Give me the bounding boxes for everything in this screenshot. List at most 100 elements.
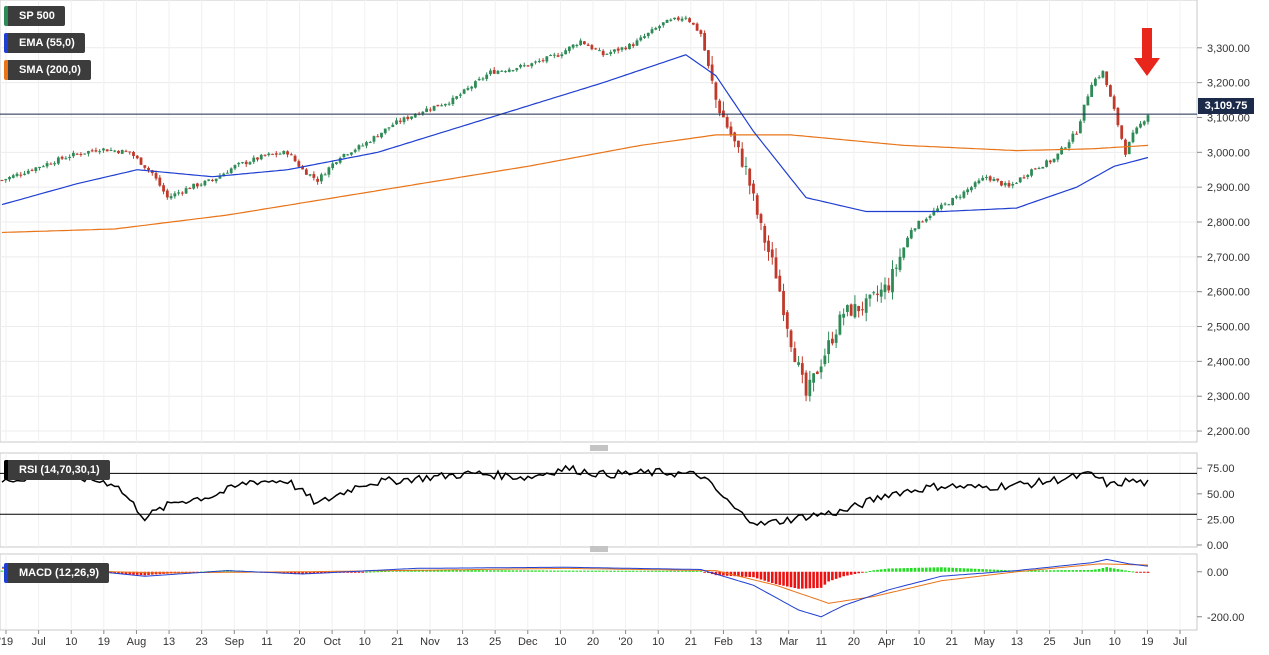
candle-body bbox=[936, 208, 939, 212]
macd-histogram-bar bbox=[804, 571, 808, 589]
macd-histogram-bar bbox=[801, 571, 804, 589]
macd-histogram-bar bbox=[624, 570, 628, 572]
y-tick-label: 2,700.00 bbox=[1207, 252, 1250, 264]
candle-body bbox=[271, 153, 274, 155]
macd-histogram-bar bbox=[928, 567, 932, 572]
macd-panel[interactable] bbox=[0, 553, 1198, 631]
panel-resize-handle-icon[interactable] bbox=[590, 546, 608, 552]
candle-body bbox=[331, 163, 335, 169]
macd-histogram-bar bbox=[677, 570, 680, 572]
legend-rsi[interactable]: RSI (14,70,30,1) bbox=[4, 460, 110, 480]
candle-body bbox=[368, 142, 372, 144]
macd-histogram-bar bbox=[353, 571, 357, 573]
macd-histogram-bar bbox=[1000, 569, 1003, 572]
candle-body bbox=[876, 293, 879, 295]
candle-body bbox=[598, 50, 601, 52]
macd-histogram-bar bbox=[744, 571, 748, 577]
candle-body bbox=[297, 161, 301, 167]
candle-body bbox=[1078, 121, 1082, 134]
candle-body bbox=[985, 176, 988, 178]
candle-body bbox=[725, 117, 729, 128]
legend-sp500[interactable]: SP 500 bbox=[4, 6, 65, 26]
candle-body bbox=[767, 240, 770, 252]
candle-body bbox=[962, 191, 966, 198]
macd-histogram-bar bbox=[556, 570, 560, 572]
candle-body bbox=[827, 340, 831, 355]
x-tick-label: 13 bbox=[456, 636, 468, 648]
candle-body bbox=[631, 44, 635, 47]
macd-histogram-bar bbox=[898, 568, 902, 572]
candle-body bbox=[459, 94, 462, 96]
candle-body bbox=[857, 305, 861, 312]
macd-histogram-bar bbox=[613, 570, 616, 572]
macd-histogram-bar bbox=[444, 569, 447, 572]
candle-body bbox=[883, 284, 887, 293]
candle-body bbox=[966, 189, 970, 193]
macd-histogram-bar bbox=[767, 571, 770, 582]
candle-body bbox=[639, 37, 643, 41]
macd-histogram-bar bbox=[1131, 571, 1135, 573]
candle-body bbox=[1112, 96, 1116, 109]
moving-averages-group bbox=[1, 54, 1149, 234]
macd-line bbox=[1, 558, 1149, 618]
candle-body bbox=[466, 88, 470, 90]
macd-histogram-bar bbox=[981, 569, 984, 572]
macd-histogram-bar bbox=[718, 571, 721, 576]
x-tick-label: 10 bbox=[913, 636, 925, 648]
macd-histogram-bar bbox=[861, 571, 864, 573]
main-panel[interactable] bbox=[0, 0, 1198, 443]
macd-histogram-bar bbox=[876, 569, 879, 572]
y-tick-label: 2,900.00 bbox=[1207, 182, 1250, 194]
candle-body bbox=[293, 155, 297, 162]
legend-ema[interactable]: EMA (55,0) bbox=[4, 33, 85, 53]
macd-histogram-bar bbox=[1071, 570, 1075, 572]
candle-body bbox=[1048, 160, 1052, 163]
macd-histogram-bar bbox=[1033, 570, 1037, 572]
candle-body bbox=[1071, 133, 1075, 142]
candle-body bbox=[853, 304, 857, 318]
candle-body bbox=[11, 175, 15, 178]
panel-resize-handle-icon[interactable] bbox=[590, 445, 608, 451]
macd-histogram-bar bbox=[925, 567, 928, 572]
candle-body bbox=[575, 45, 579, 47]
candle-body bbox=[56, 157, 60, 164]
macd-histogram-bar bbox=[838, 571, 842, 578]
candle-body bbox=[624, 47, 628, 50]
candle-body bbox=[658, 26, 661, 29]
candle-body bbox=[530, 63, 534, 67]
macd-histogram-bar bbox=[601, 570, 605, 572]
candle-body bbox=[1000, 181, 1003, 186]
legend-macd[interactable]: MACD (12,26,9) bbox=[4, 563, 110, 583]
macd-histogram-bar bbox=[917, 567, 921, 572]
macd-histogram-bar bbox=[684, 570, 688, 572]
x-tick-label: 13 bbox=[1011, 636, 1023, 648]
candle-body bbox=[26, 170, 30, 174]
macd-histogram-bar bbox=[1109, 567, 1112, 572]
macd-histogram-bar bbox=[1045, 570, 1048, 572]
macd-histogram-bar bbox=[943, 567, 947, 572]
macd-histogram-bar bbox=[391, 570, 395, 572]
candle-body bbox=[19, 174, 23, 176]
macd-histogram-bar bbox=[380, 571, 383, 573]
macd-histogram-bar bbox=[0, 570, 4, 572]
macd-histogram-bar bbox=[575, 570, 579, 572]
candle-body bbox=[981, 177, 985, 181]
rsi-panel[interactable] bbox=[0, 452, 1198, 548]
candle-body bbox=[173, 193, 177, 197]
macd-histogram-bar bbox=[1090, 569, 1093, 572]
candle-body bbox=[30, 169, 34, 171]
candle-body bbox=[64, 158, 68, 160]
candle-body bbox=[237, 163, 241, 165]
macd-histogram-bar bbox=[432, 569, 436, 572]
candle-body bbox=[748, 168, 752, 186]
candle-body bbox=[1067, 142, 1071, 148]
candle-body bbox=[428, 109, 432, 111]
candle-body bbox=[462, 89, 466, 94]
candle-body bbox=[443, 103, 447, 106]
candle-body bbox=[79, 154, 83, 156]
macd-histogram-bar bbox=[650, 570, 654, 572]
candle-body bbox=[842, 313, 846, 318]
legend-sma[interactable]: SMA (200,0) bbox=[4, 60, 91, 80]
macd-histogram-bar bbox=[973, 568, 977, 572]
